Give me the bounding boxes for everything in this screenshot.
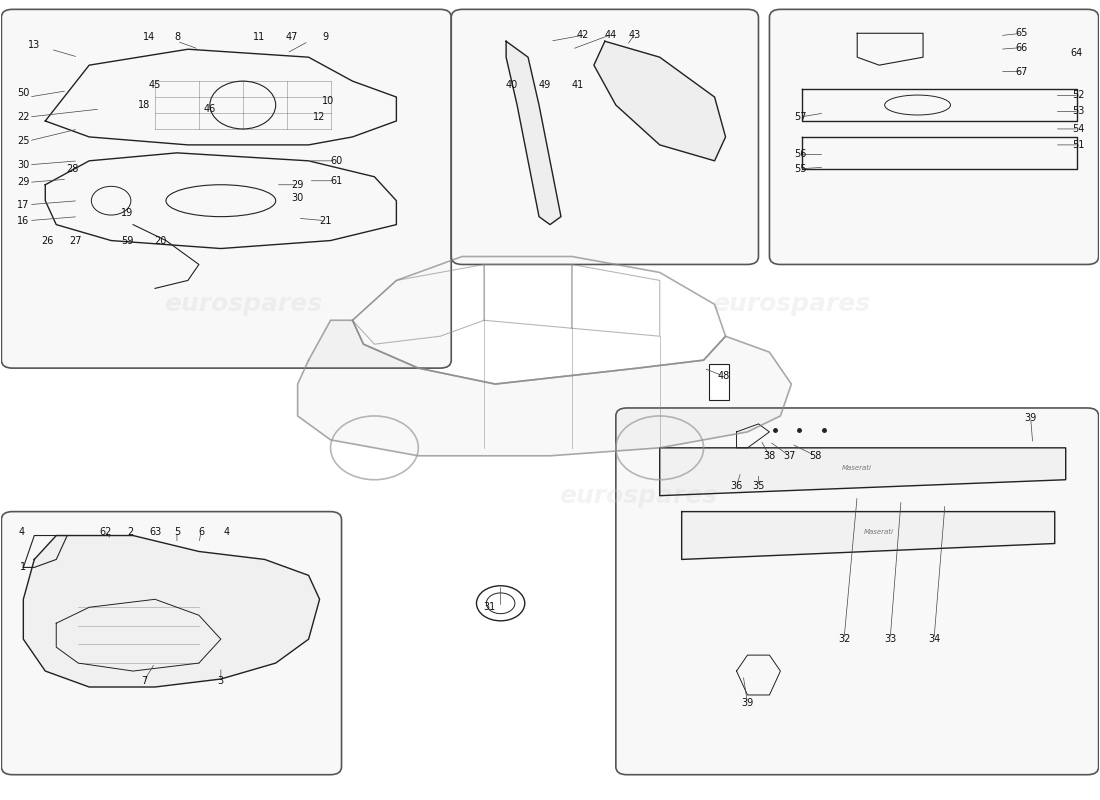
Text: 44: 44 [604,30,616,40]
Text: Maserati: Maserati [865,529,894,534]
Text: 62: 62 [99,526,112,537]
Polygon shape [506,42,561,225]
Text: eurospares: eurospares [713,292,870,316]
Text: 16: 16 [18,216,30,226]
Text: 10: 10 [322,96,334,106]
Text: 61: 61 [330,176,342,186]
Text: 18: 18 [138,100,151,110]
Polygon shape [660,448,1066,496]
Text: 51: 51 [1072,140,1085,150]
Text: 4: 4 [18,526,24,537]
Text: 7: 7 [141,676,147,686]
FancyBboxPatch shape [451,10,759,265]
Text: 3: 3 [218,676,224,686]
Text: 36: 36 [730,481,743,491]
Text: 56: 56 [794,150,806,159]
Text: 19: 19 [121,208,134,218]
Text: 40: 40 [506,80,518,90]
Polygon shape [682,512,1055,559]
Text: 35: 35 [752,481,764,491]
Text: 17: 17 [18,200,30,210]
Text: 59: 59 [121,235,134,246]
Text: 34: 34 [928,634,940,644]
Text: 4: 4 [223,526,230,537]
Text: 30: 30 [18,160,30,170]
Text: 12: 12 [314,112,326,122]
Text: 46: 46 [204,104,216,114]
Polygon shape [298,320,791,456]
Text: 13: 13 [29,40,41,50]
Text: 66: 66 [1015,42,1027,53]
Text: 43: 43 [628,30,640,40]
Text: 5: 5 [174,526,180,537]
Text: 31: 31 [484,602,496,612]
Text: 8: 8 [174,32,180,42]
Text: 60: 60 [330,156,342,166]
Text: 25: 25 [18,136,30,146]
Text: 2: 2 [128,526,134,537]
Text: 33: 33 [884,634,896,644]
Text: eurospares: eurospares [164,292,322,316]
Text: 1: 1 [20,562,26,573]
FancyBboxPatch shape [1,10,451,368]
Text: 14: 14 [143,32,155,42]
Text: 37: 37 [783,451,795,461]
Text: 39: 39 [1024,413,1036,422]
Text: 55: 55 [794,164,806,174]
Text: 39: 39 [741,698,754,708]
FancyBboxPatch shape [1,512,341,774]
FancyBboxPatch shape [616,408,1099,774]
Text: 53: 53 [1072,106,1085,117]
Text: 63: 63 [148,526,161,537]
Text: 29: 29 [292,180,304,190]
Text: 47: 47 [286,32,298,42]
Text: 41: 41 [571,80,584,90]
Text: 22: 22 [18,112,30,122]
Text: 6: 6 [198,526,205,537]
Text: 30: 30 [292,194,304,203]
Text: 45: 45 [148,80,162,90]
Text: 32: 32 [838,634,850,644]
Text: 54: 54 [1072,124,1085,134]
Text: 49: 49 [538,80,551,90]
Text: 42: 42 [576,30,590,40]
Text: 20: 20 [154,235,167,246]
FancyBboxPatch shape [769,10,1099,265]
Text: 64: 64 [1070,48,1082,58]
Text: 38: 38 [763,451,776,461]
Text: 57: 57 [794,112,806,122]
Polygon shape [23,535,320,687]
Text: 48: 48 [717,371,729,381]
Text: 9: 9 [322,32,328,42]
Text: 50: 50 [18,88,30,98]
Text: Maserati: Maserati [843,465,872,470]
Text: 26: 26 [42,235,54,246]
Text: eurospares: eurospares [559,484,717,508]
Text: 28: 28 [66,164,79,174]
Text: 52: 52 [1072,90,1085,101]
Text: 29: 29 [18,178,30,187]
Text: 21: 21 [319,216,331,226]
Text: 67: 67 [1015,66,1028,77]
Text: 58: 58 [810,451,822,461]
Text: 11: 11 [253,32,265,42]
Text: 27: 27 [69,235,82,246]
Bar [710,364,729,400]
Polygon shape [594,42,726,161]
Text: 65: 65 [1015,28,1028,38]
